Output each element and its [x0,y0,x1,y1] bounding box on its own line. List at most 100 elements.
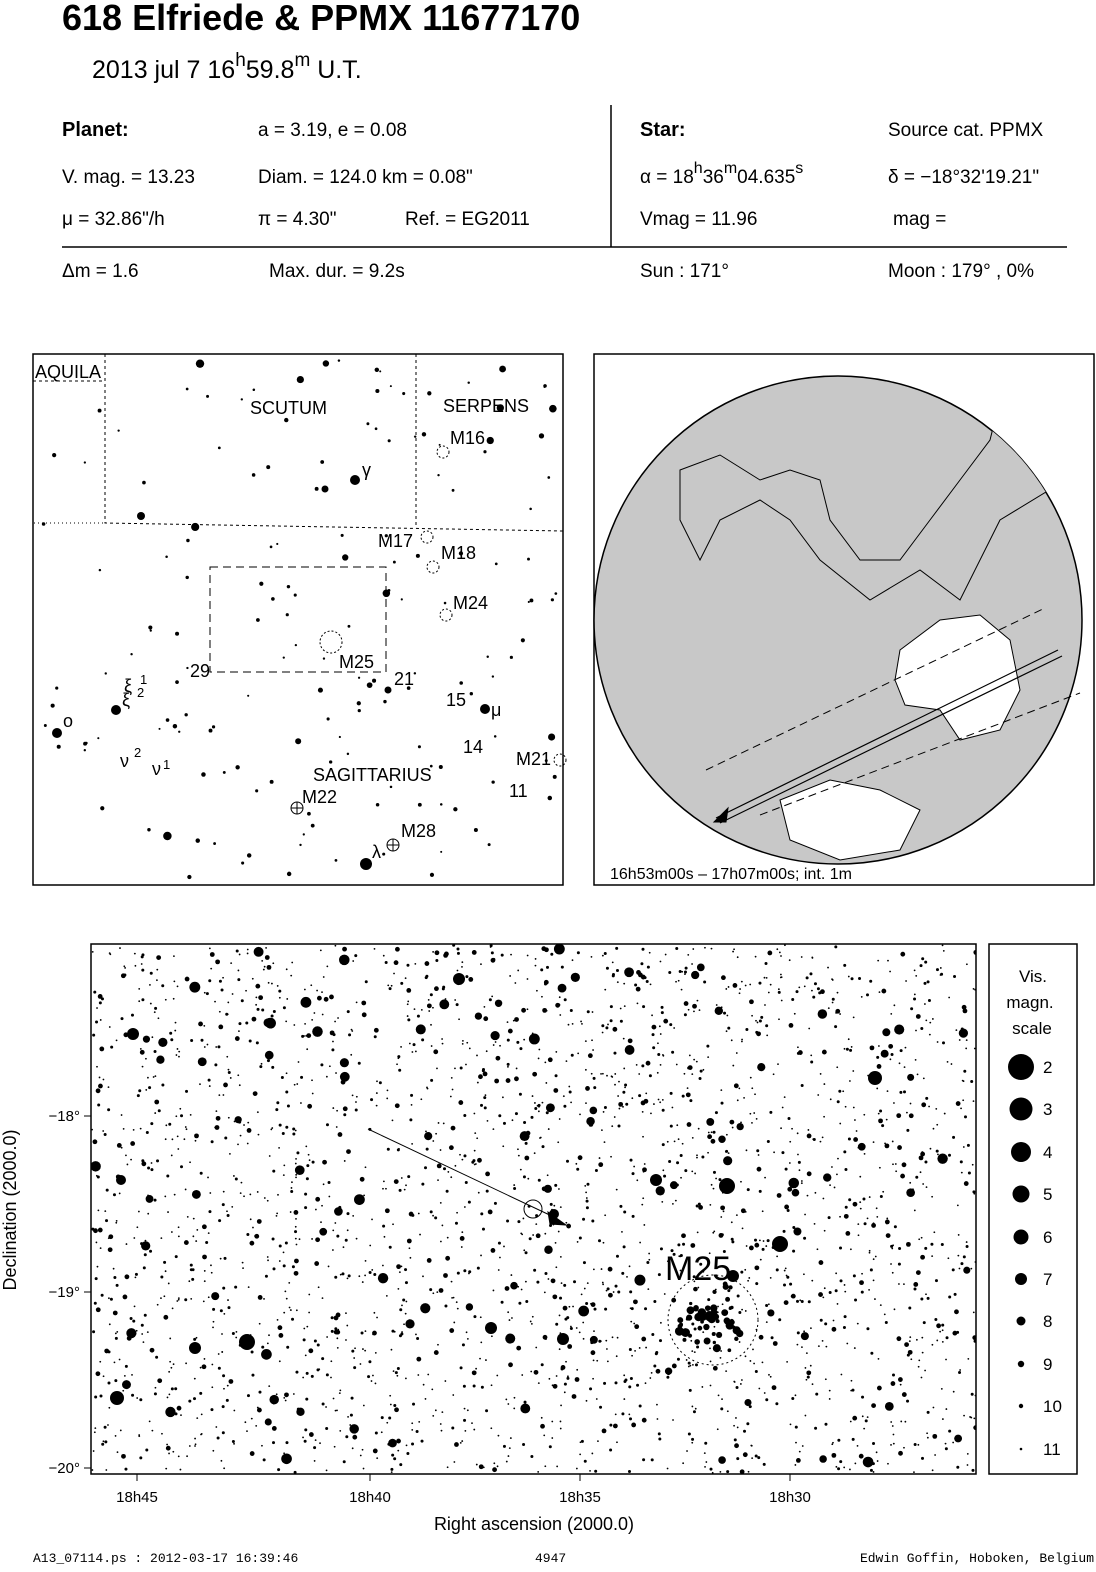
star [251,1016,257,1022]
star [192,1235,195,1238]
star [200,1433,202,1436]
star [662,1169,665,1172]
star [384,1208,390,1214]
star [913,1287,917,1291]
star [217,1366,221,1370]
star [712,1170,716,1174]
star [598,1162,604,1168]
star [696,1345,700,1349]
star [284,417,289,423]
star [186,1455,188,1458]
star [703,1323,710,1331]
star [821,1339,824,1342]
star [313,1012,316,1014]
star [748,1405,752,1409]
star [559,1255,562,1258]
star [422,1275,424,1278]
star [459,1236,465,1241]
star [392,560,396,564]
star [624,967,634,978]
star [314,1261,320,1266]
star [461,1039,464,1042]
star [454,1164,457,1167]
star [184,1126,187,1128]
star [729,1319,735,1325]
frame [32,353,564,886]
star [130,1013,134,1017]
star [931,1343,934,1346]
star [590,955,593,958]
star [514,1017,519,1022]
star [740,1208,746,1214]
star [325,1406,327,1408]
star [920,1026,924,1030]
star [544,759,548,763]
star [924,960,928,964]
star [843,1047,846,1050]
star [653,1364,657,1368]
star [241,861,245,865]
star [303,1439,307,1443]
star [894,1024,905,1035]
star [727,1270,739,1282]
star [777,988,780,991]
star [104,1348,110,1354]
star [545,1338,547,1341]
star [195,838,200,843]
star [720,1350,723,1352]
star [805,1352,808,1355]
star [538,1105,540,1108]
star [177,1226,180,1229]
star [291,1181,293,1184]
star [300,996,312,1008]
star [497,1434,500,1437]
star [92,1450,95,1452]
star [696,963,705,972]
star [481,1069,485,1073]
star [696,999,699,1002]
star [211,725,216,729]
star [243,1195,245,1198]
star [386,1421,389,1424]
star [806,1194,809,1197]
star [246,1128,252,1133]
star [586,1282,589,1285]
star [641,1110,644,1113]
star [407,1018,411,1022]
star [459,1441,462,1444]
star [531,1315,534,1318]
star [97,1227,103,1233]
star [853,1137,859,1142]
star [91,950,94,953]
star [659,1321,662,1324]
star [201,772,206,777]
star [603,1141,606,1144]
star [277,1468,281,1472]
star [138,1089,142,1093]
star [456,1271,460,1275]
star [890,1012,893,1015]
star [404,1312,407,1315]
star [519,757,523,761]
star [420,1098,423,1101]
star [442,1167,446,1171]
star [357,676,361,679]
star [260,1062,263,1065]
star [578,1236,582,1240]
star [235,1336,238,1339]
star [541,1186,547,1192]
scale-title: Vis. [1019,967,1047,986]
star [361,1000,367,1006]
star [871,1223,876,1228]
nebula [426,560,440,574]
star [741,1308,743,1311]
star [408,1042,411,1045]
star [622,1037,625,1040]
star [157,1109,161,1113]
star [495,1055,501,1061]
star [765,1321,768,1324]
star [621,1231,623,1233]
star [523,1400,527,1404]
scale-title: magn. [1006,993,1053,1012]
star [473,1112,476,1115]
